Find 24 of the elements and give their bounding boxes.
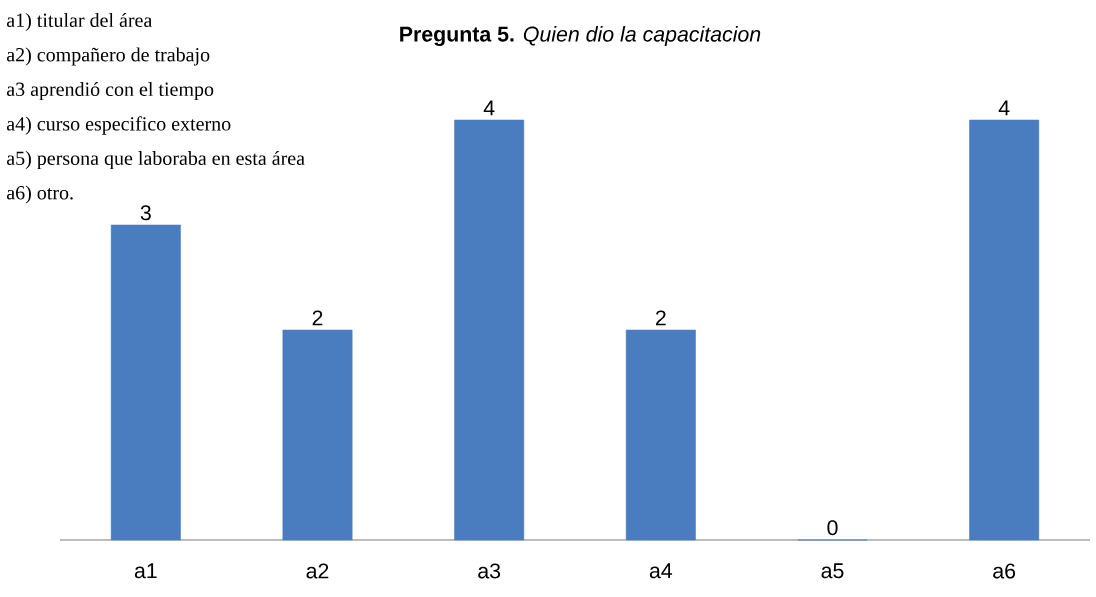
bar <box>110 224 181 541</box>
data-label: 2 <box>655 310 666 326</box>
data-label: 0 <box>827 520 838 536</box>
x-tick-label: a6 <box>993 563 1016 579</box>
bar <box>282 329 353 541</box>
x-tick-label: a3 <box>478 563 501 579</box>
data-label: 3 <box>140 205 151 221</box>
data-label: 4 <box>998 100 1010 116</box>
bar <box>454 119 525 541</box>
bar <box>969 119 1040 541</box>
data-label: 4 <box>483 100 495 116</box>
text: a3 aprendió con el tiempo <box>6 81 214 101</box>
bar <box>625 329 696 541</box>
annotation: a4) curso especifico externo <box>6 116 231 135</box>
annotation: a5) persona que laboraba en esta área <box>6 150 305 170</box>
x-tick-label: a5 <box>821 563 844 579</box>
data-label: 2 <box>312 310 323 326</box>
chart-title: Pregunta 5. Quien dio la capacitacion <box>400 26 761 46</box>
annotation: a6) otro. <box>6 185 73 204</box>
x-tick-label: a2 <box>306 563 329 579</box>
x-tick-label: a1 <box>134 563 157 579</box>
text: a2) compañero de trabajo <box>6 47 210 66</box>
text: a1) titular del área <box>6 12 153 32</box>
x-tick-label: a4 <box>649 563 673 579</box>
